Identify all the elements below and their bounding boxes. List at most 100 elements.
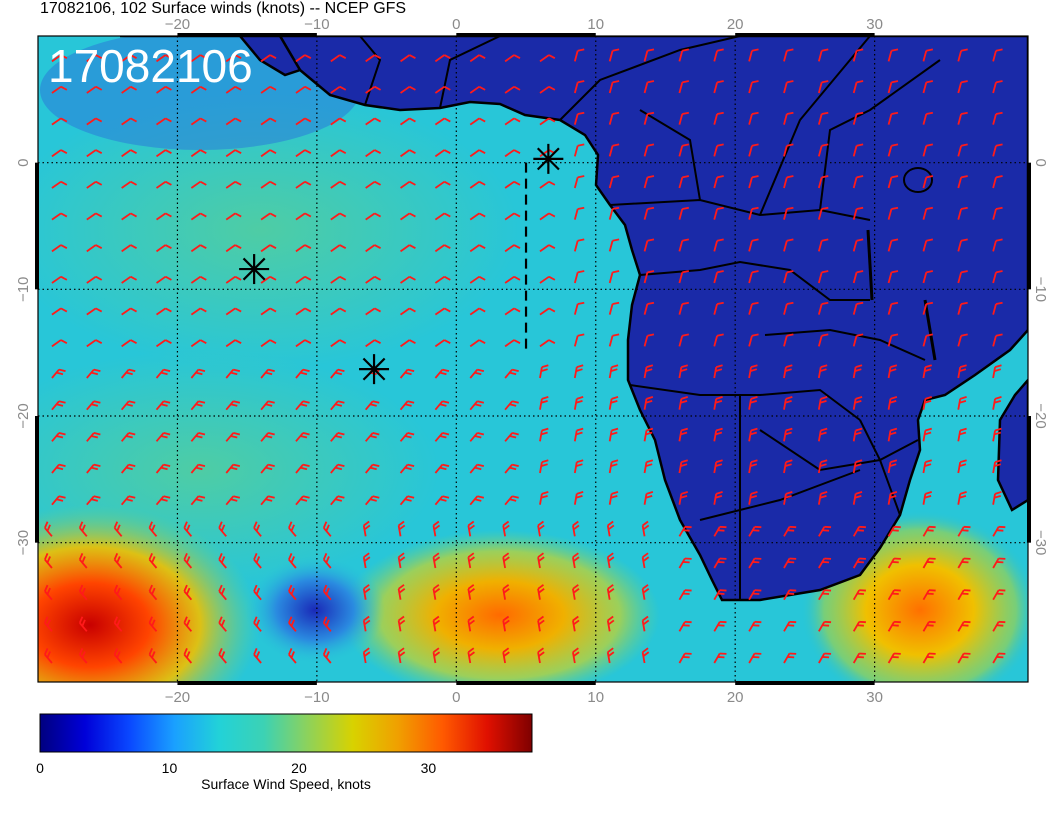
wind-barb xyxy=(288,553,297,569)
wind-barb xyxy=(400,307,416,316)
wind-barb xyxy=(748,270,759,284)
storm-markers xyxy=(239,143,564,385)
wind-barb xyxy=(295,117,312,126)
wind-barb xyxy=(183,616,193,632)
high-wind-area-south-central xyxy=(340,530,660,682)
wind-barb xyxy=(121,54,138,63)
wind-barb xyxy=(922,143,934,157)
lat-tick-label-right: −30 xyxy=(1032,530,1049,555)
wind-barb xyxy=(539,307,556,316)
wind-barb xyxy=(434,400,450,411)
wind-barb xyxy=(678,525,692,537)
wind-barb xyxy=(155,432,171,442)
wind-barb xyxy=(155,495,171,506)
wind-barb xyxy=(957,270,968,284)
wind-barb xyxy=(504,212,521,221)
wind-barb xyxy=(606,520,615,537)
wind-barb xyxy=(887,206,899,220)
wind-barb xyxy=(78,648,88,664)
wind-barb xyxy=(156,180,172,189)
wind-barb xyxy=(887,175,899,189)
wind-barb xyxy=(957,459,967,474)
wind-barb xyxy=(502,584,510,600)
wind-barb xyxy=(678,364,689,379)
colorbar: 0 10 20 30 Surface Wind Speed, knots xyxy=(36,713,533,792)
wind-barb xyxy=(190,180,207,189)
wind-barb xyxy=(643,396,654,410)
wind-barb xyxy=(225,495,241,506)
wind-barb xyxy=(225,339,242,348)
wind-barb xyxy=(467,615,475,632)
wind-barb xyxy=(469,400,485,411)
wind-barb xyxy=(225,117,242,126)
wind-barb xyxy=(573,459,584,474)
wind-barb xyxy=(44,553,53,569)
wind-barb xyxy=(330,307,347,316)
wind-barb xyxy=(400,244,416,253)
wind-barb xyxy=(260,244,277,253)
lake-malawi xyxy=(923,299,937,361)
wind-barb xyxy=(817,459,828,474)
wind-barb xyxy=(504,463,519,474)
wind-barb xyxy=(817,175,829,189)
wind-barb xyxy=(155,463,171,474)
wind-barb xyxy=(922,48,934,62)
wind-barb xyxy=(51,54,68,63)
wind-barb xyxy=(817,238,829,252)
wind-barb xyxy=(539,54,556,63)
wind-barb xyxy=(121,212,138,221)
wind-barb xyxy=(434,275,451,284)
wind-barb xyxy=(113,584,123,601)
wind-barb xyxy=(817,364,828,379)
wind-barb xyxy=(225,54,242,63)
wind-barb xyxy=(852,111,864,125)
wind-barb xyxy=(608,143,620,157)
land-africa xyxy=(120,36,1028,602)
wind-barb xyxy=(606,647,615,664)
wind-barb xyxy=(183,553,193,569)
wind-barb xyxy=(190,244,207,253)
low-wind-eddy xyxy=(245,555,385,665)
figure-title: 17082106, 102 Surface winds (knots) -- N… xyxy=(40,0,406,17)
wind-barb xyxy=(504,339,521,348)
wind-barb xyxy=(365,180,382,189)
wind-barb xyxy=(922,206,934,220)
wind-barb xyxy=(467,647,475,664)
wind-barb xyxy=(434,244,451,253)
wind-barb xyxy=(573,427,584,442)
wind-barb xyxy=(992,175,1003,189)
wind-barb xyxy=(253,616,262,632)
wind-barb xyxy=(783,364,793,379)
wind-barb xyxy=(643,175,655,189)
wind-barb xyxy=(86,85,103,94)
wind-barb xyxy=(400,212,416,221)
wind-barb xyxy=(295,244,312,253)
wind-barb xyxy=(608,396,619,410)
frame-bar-top xyxy=(735,33,875,37)
wind-barb xyxy=(218,553,227,569)
wind-barb xyxy=(51,463,66,474)
wind-barb xyxy=(225,275,242,284)
wind-barb xyxy=(225,400,241,411)
wind-barb xyxy=(156,275,172,284)
wind-barb xyxy=(922,620,936,632)
wind-barb xyxy=(183,521,193,537)
wind-barb xyxy=(504,180,521,189)
wind-barb xyxy=(113,553,123,569)
lat-tick-label-left: −10 xyxy=(15,277,32,302)
wind-barb xyxy=(537,647,545,664)
wind-barb xyxy=(539,85,556,94)
wind-barb xyxy=(434,180,451,189)
wind-barb xyxy=(817,427,828,442)
wind-barb xyxy=(887,238,899,252)
wind-barb xyxy=(295,180,312,189)
wind-barb xyxy=(260,117,277,126)
wind-barb xyxy=(817,111,829,125)
wind-barb xyxy=(783,206,794,220)
wind-barb xyxy=(748,301,759,315)
lat-tick-label-right: −20 xyxy=(1032,403,1049,428)
wind-barb xyxy=(678,396,689,410)
wind-barb xyxy=(922,80,934,94)
wind-barb xyxy=(852,364,863,379)
wind-barb xyxy=(225,85,242,94)
